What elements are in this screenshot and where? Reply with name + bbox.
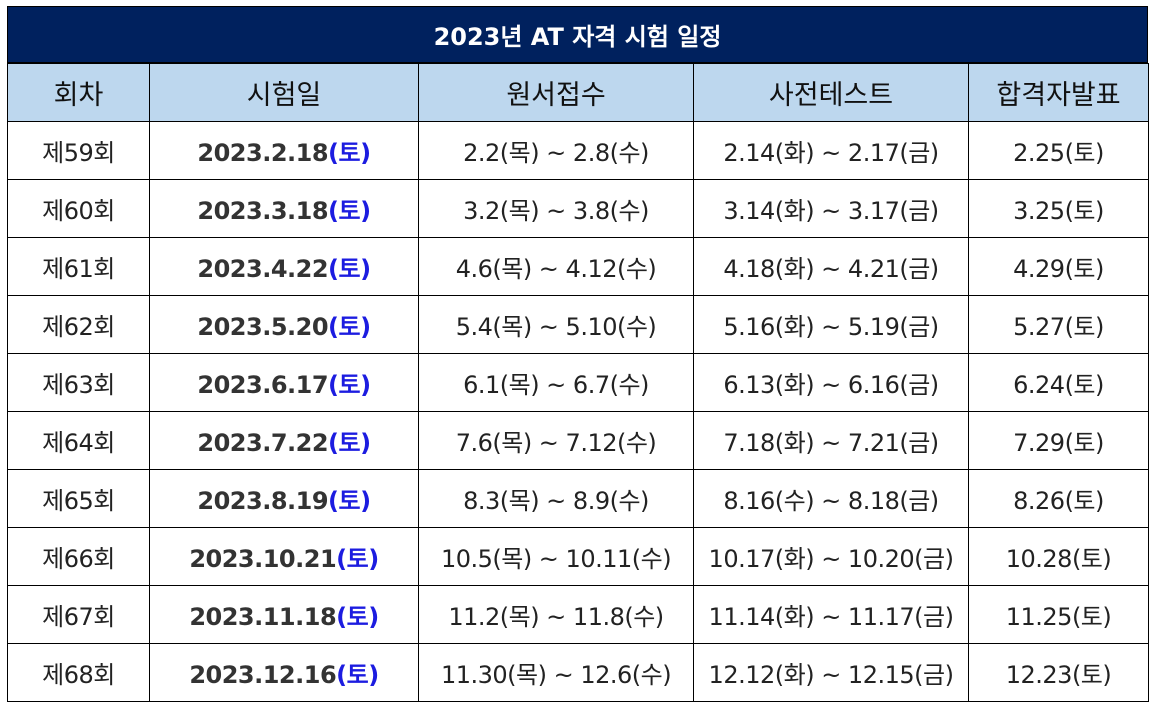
round-cell: 제62회 <box>7 295 150 354</box>
row: 제60회 2023.3.18(토) 3.2(목) ~ 3.8(수) 3.14(화) ~… <box>7 179 1149 238</box>
exam-date-cell: 2023.10.21(토) <box>149 527 419 586</box>
result-cell: 10.28(토) <box>968 527 1149 586</box>
exam-date-cell: 2023.2.18(토) <box>149 121 419 180</box>
round-cell: 제63회 <box>7 353 150 412</box>
round-cell: 제65회 <box>7 469 150 528</box>
exam-date-cell: 2023.5.20(토) <box>149 295 419 354</box>
exam-date-cell: 2023.7.22(토) <box>149 411 419 470</box>
pretest-cell: 12.12(화) ~ 12.15(금) <box>693 643 969 702</box>
table-title: 2023년 AT 자격 시험 일정 <box>7 6 1148 63</box>
header-cell: 합격자발표 <box>968 63 1149 122</box>
round-cell: 제59회 <box>7 121 150 180</box>
result-cell: 6.24(토) <box>968 353 1149 412</box>
pretest-cell: 8.16(수) ~ 8.18(금) <box>693 469 969 528</box>
result-cell: 2.25(토) <box>968 121 1149 180</box>
header-cell: 사전테스트 <box>693 63 969 122</box>
application-cell: 10.5(목) ~ 10.11(수) <box>418 527 694 586</box>
exam-weekday: (토) <box>328 255 371 283</box>
schedule: 2023년 AT 자격 시험 일정 회차 시험일 원서접수 사전테스트 합격자발표 제5… <box>7 6 1149 702</box>
result-cell: 3.25(토) <box>968 179 1149 238</box>
result-cell: 5.27(토) <box>968 295 1149 354</box>
pretest-cell: 7.18(화) ~ 7.21(금) <box>693 411 969 470</box>
row: 제66회 2023.10.21(토) 10.5(목) ~ 10.11(수) 10.17… <box>7 527 1149 586</box>
pretest-cell: 2.14(화) ~ 2.17(금) <box>693 121 969 180</box>
exam-date: 2023.3.18 <box>197 197 329 225</box>
exam-date: 2023.6.17 <box>197 371 329 399</box>
exam-date-cell: 2023.8.19(토) <box>149 469 419 528</box>
exam-weekday: (토) <box>328 429 371 457</box>
header-cell: 회차 <box>7 63 150 122</box>
result-cell: 7.29(토) <box>968 411 1149 470</box>
pretest-cell: 6.13(화) ~ 6.16(금) <box>693 353 969 412</box>
result-cell: 8.26(토) <box>968 469 1149 528</box>
exam-weekday: (토) <box>328 139 371 167</box>
application-cell: 11.30(목) ~ 12.6(수) <box>418 643 694 702</box>
exam-date: 2023.11.18 <box>189 603 337 631</box>
row: 제63회 2023.6.17(토) 6.1(목) ~ 6.7(수) 6.13(화) ~… <box>7 353 1149 412</box>
exam-weekday: (토) <box>328 313 371 341</box>
row: 제62회 2023.5.20(토) 5.4(목) ~ 5.10(수) 5.16(화) … <box>7 295 1149 354</box>
round-cell: 제60회 <box>7 179 150 238</box>
table-body: 제59회 2023.2.18(토) 2.2(목) ~ 2.8(수) 2.14(화) ~… <box>7 121 1149 702</box>
row: 제67회 2023.11.18(토) 11.2(목) ~ 11.8(수) 11.14(… <box>7 585 1149 644</box>
result-cell: 11.25(토) <box>968 585 1149 644</box>
result-cell: 4.29(토) <box>968 237 1149 296</box>
row: 제59회 2023.2.18(토) 2.2(목) ~ 2.8(수) 2.14(화) ~… <box>7 121 1149 180</box>
exam-date-cell: 2023.3.18(토) <box>149 179 419 238</box>
row: 제61회 2023.4.22(토) 4.6(목) ~ 4.12(수) 4.18(화) … <box>7 237 1149 296</box>
exam-date: 2023.7.22 <box>197 429 329 457</box>
exam-date-cell: 2023.6.17(토) <box>149 353 419 412</box>
exam-weekday: (토) <box>336 661 379 689</box>
application-cell: 5.4(목) ~ 5.10(수) <box>418 295 694 354</box>
header-cell: 시험일 <box>149 63 419 122</box>
exam-weekday: (토) <box>328 371 371 399</box>
pretest-cell: 10.17(화) ~ 10.20(금) <box>693 527 969 586</box>
application-cell: 7.6(목) ~ 7.12(수) <box>418 411 694 470</box>
pretest-cell: 11.14(화) ~ 11.17(금) <box>693 585 969 644</box>
exam-date: 2023.2.18 <box>197 139 329 167</box>
exam-weekday: (토) <box>336 603 379 631</box>
application-cell: 8.3(목) ~ 8.9(수) <box>418 469 694 528</box>
exam-weekday: (토) <box>328 487 371 515</box>
application-cell: 6.1(목) ~ 6.7(수) <box>418 353 694 412</box>
application-cell: 11.2(목) ~ 11.8(수) <box>418 585 694 644</box>
pretest-cell: 4.18(화) ~ 4.21(금) <box>693 237 969 296</box>
application-cell: 3.2(목) ~ 3.8(수) <box>418 179 694 238</box>
result-cell: 12.23(토) <box>968 643 1149 702</box>
exam-date-cell: 2023.11.18(토) <box>149 585 419 644</box>
exam-date: 2023.4.22 <box>197 255 329 283</box>
schedule-table: 회차 시험일 원서접수 사전테스트 합격자발표 제59회 2023.2.18(토) 2.2(… <box>7 63 1149 702</box>
exam-date: 2023.12.16 <box>189 661 337 689</box>
header-cell: 원서접수 <box>418 63 694 122</box>
round-cell: 제64회 <box>7 411 150 470</box>
exam-date-cell: 2023.4.22(토) <box>149 237 419 296</box>
exam-weekday: (토) <box>336 545 379 573</box>
row: 제65회 2023.8.19(토) 8.3(목) ~ 8.9(수) 8.16(수) ~… <box>7 469 1149 528</box>
exam-date: 2023.5.20 <box>197 313 329 341</box>
round-cell: 제68회 <box>7 643 150 702</box>
header-row: 회차 시험일 원서접수 사전테스트 합격자발표 <box>7 63 1149 122</box>
application-cell: 2.2(목) ~ 2.8(수) <box>418 121 694 180</box>
round-cell: 제61회 <box>7 237 150 296</box>
exam-date-cell: 2023.12.16(토) <box>149 643 419 702</box>
pretest-cell: 5.16(화) ~ 5.19(금) <box>693 295 969 354</box>
round-cell: 제67회 <box>7 585 150 644</box>
exam-weekday: (토) <box>328 197 371 225</box>
application-cell: 4.6(목) ~ 4.12(수) <box>418 237 694 296</box>
row: 제68회 2023.12.16(토) 11.30(목) ~ 12.6(수) 12.12… <box>7 643 1149 702</box>
pretest-cell: 3.14(화) ~ 3.17(금) <box>693 179 969 238</box>
exam-date: 2023.10.21 <box>189 545 337 573</box>
row: 제64회 2023.7.22(토) 7.6(목) ~ 7.12(수) 7.18(화) … <box>7 411 1149 470</box>
exam-date: 2023.8.19 <box>197 487 329 515</box>
round-cell: 제66회 <box>7 527 150 586</box>
